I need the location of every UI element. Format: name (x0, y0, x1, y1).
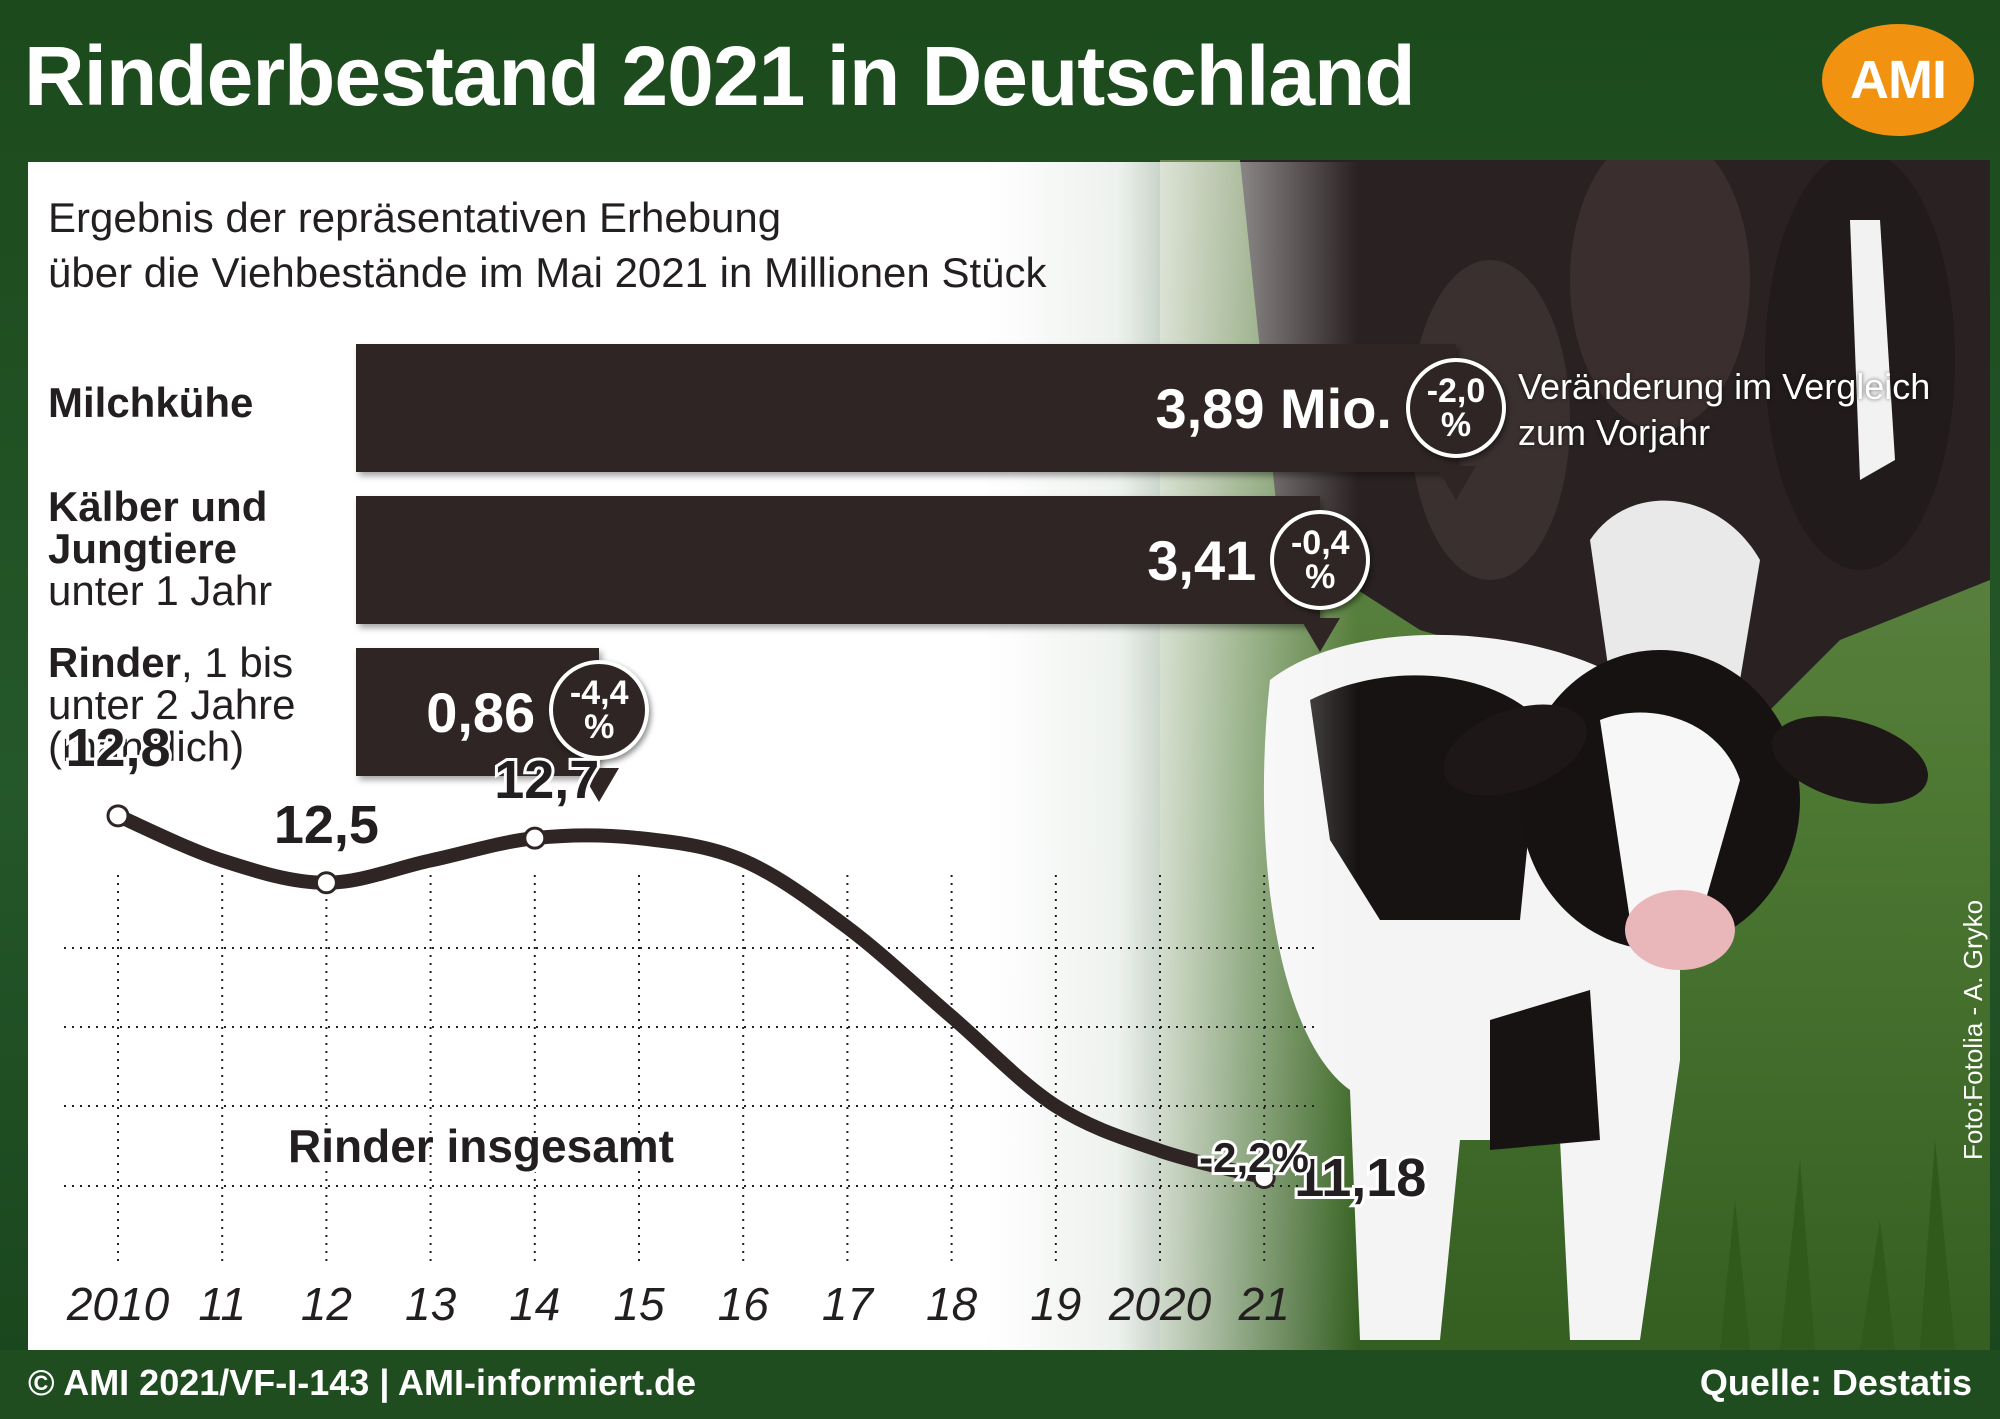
subtitle-line-2: über die Viehbestände im Mai 2021 in Mil… (48, 249, 1047, 296)
row-label-kaelber-line3: unter 1 Jahr (48, 567, 273, 614)
change-pin-pointer-milchkuehe (1436, 466, 1476, 500)
change-note-line-1: Veränderung im Vergleich (1518, 366, 1931, 407)
change-pin-kaelber: -0,4 % (1270, 510, 1371, 610)
change-value-rinder: -4,4 (569, 674, 629, 712)
data-label-2012: 12,5 (274, 795, 379, 855)
footer-bar: © AMI 2021/VF-I-143 | AMI-informiert.de … (0, 1350, 2000, 1419)
bar-value-rinder: 0,86 (426, 681, 536, 744)
footer-copyright: © AMI 2021/VF-I-143 | AMI-informiert.de (28, 1362, 697, 1403)
x-tick-label-2017: 17 (822, 1278, 875, 1330)
change-unit-rinder: % (584, 708, 615, 746)
data-label-2014: 12,7 (494, 750, 599, 810)
data-point-2012 (314, 871, 338, 895)
row-label-kaelber: Kälber und Jungtiere unter 1 Jahr (48, 486, 272, 612)
change-unit-milchkuehe: % (1440, 406, 1472, 444)
x-tick-label-2013: 13 (405, 1278, 457, 1330)
change-pin-pointer-rinder (579, 768, 620, 802)
change-pin-milchkuehe: -2,0 % (1406, 358, 1506, 458)
change-value-milchkuehe: -2,0 (1426, 372, 1486, 410)
bar-value-kaelber: 3,41 (1147, 529, 1257, 592)
x-tick-label-2018: 18 (926, 1278, 978, 1330)
row-label-rinder-bold: Rinder (48, 639, 182, 686)
page-title: Rinderbestand 2021 in Deutschland (24, 29, 1416, 123)
change-pin-pointer-kaelber (1300, 618, 1341, 652)
row-label-rinder: Rinder, 1 bis unter 2 Jahre (männlich) (48, 642, 296, 768)
bar-kaelber (356, 496, 1321, 624)
change-unit-kaelber: % (1305, 558, 1336, 596)
series-name-label: Rinder insgesamt (288, 1120, 674, 1172)
x-tick-label-2020: 2020 (1108, 1278, 1212, 1330)
bar-value-milchkuehe: 3,89 Mio. (1155, 377, 1392, 440)
x-tick-label-2015: 15 (613, 1278, 665, 1330)
x-tick-label-2021: 21 (1238, 1278, 1290, 1330)
x-tick-label-2016: 16 (718, 1278, 770, 1330)
row-label-kaelber-line1: Kälber und (48, 483, 268, 530)
row-label-milchkuehe: Milchkühe (48, 382, 253, 424)
footer-source: Quelle: Destatis (1699, 1362, 1972, 1403)
row-label-rinder-rest: , 1 bis (181, 639, 294, 686)
change-note-line-2: zum Vorjahr (1518, 412, 1711, 453)
x-tick-label-2014: 14 (509, 1278, 560, 1330)
change-value-kaelber: -0,4 (1290, 524, 1350, 562)
data-point-2014 (523, 826, 547, 850)
x-tick-label-2011: 11 (198, 1278, 246, 1330)
row-label-rinder-line3: unter 2 Jahre (48, 681, 296, 728)
ami-logo: AMI (1822, 24, 1974, 136)
change-note: Veränderung im Vergleich zum Vorjahr (1518, 364, 1930, 456)
photo-credit: Foto:Fotolia - A. Gryko (1958, 899, 1988, 1160)
row-label-rinder-line4: (männlich) (48, 723, 245, 770)
data-label-2021: 11,18 (1294, 1148, 1426, 1208)
x-tick-label-2010: 2010 (66, 1278, 170, 1330)
data-label-2010: 12,8 (65, 718, 170, 778)
subtitle-line-1: Ergebnis der repräsentativen Erhebung (48, 194, 782, 241)
row-label-kaelber-line2: Jungtiere (48, 525, 238, 572)
change-pin-rinder: -4,4 % (549, 660, 650, 760)
x-tick-label-2019: 19 (1030, 1278, 1081, 1330)
data-point-2010 (106, 804, 130, 828)
x-tick-label-2012: 12 (301, 1278, 352, 1330)
bar-milchkuehe (356, 344, 1456, 472)
data-point-2021 (1252, 1165, 1276, 1189)
chart-subtitle: Ergebnis der repräsentativen Erhebung üb… (48, 190, 1046, 300)
change-label-2021: -2,2% (1199, 1134, 1309, 1181)
row-label-milchkuehe-bold: Milchkühe (48, 379, 254, 426)
